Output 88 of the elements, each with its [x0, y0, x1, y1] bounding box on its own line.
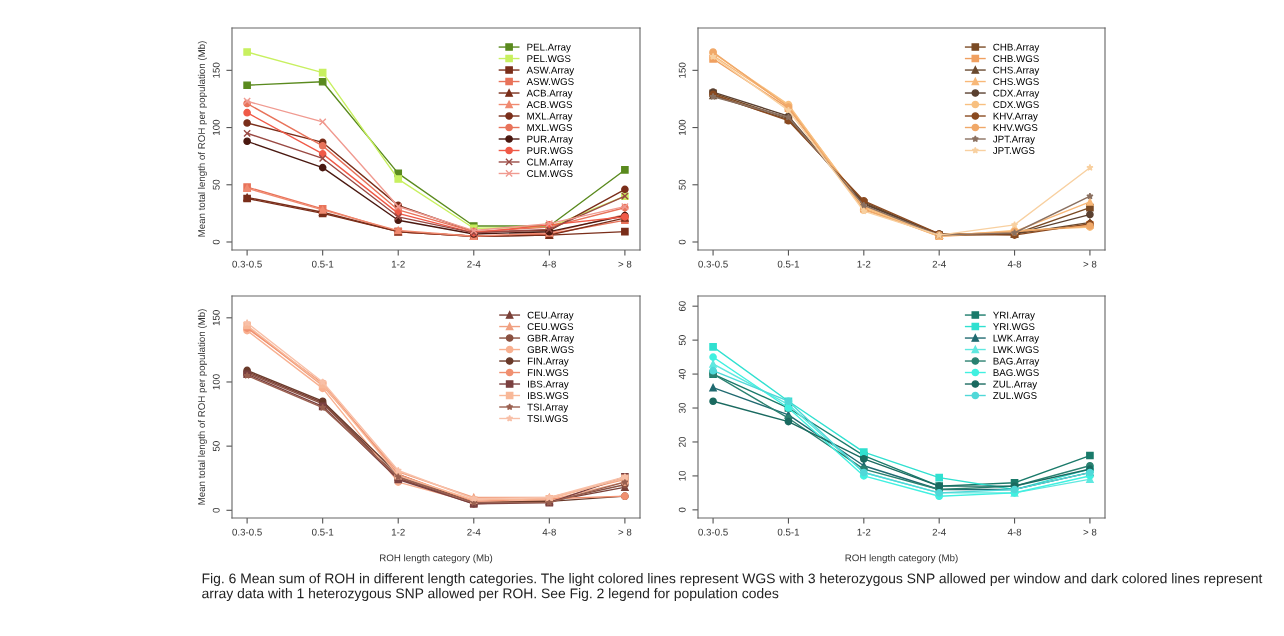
y-tick-label: 0 — [212, 239, 220, 245]
legend-label: PEL.WGS — [527, 55, 571, 63]
x-tick-label: 0.3-0.5 — [232, 528, 262, 536]
legend-label: YRI.Array — [993, 311, 1035, 321]
legend-label: TSI.WGS — [527, 415, 568, 422]
legend-label: PUR.Array — [527, 135, 574, 145]
legend-label: JPT.Array — [992, 135, 1035, 145]
x-tick-label: 0.3-0.5 — [232, 260, 262, 268]
legend-label: MXL.Array — [527, 112, 573, 122]
y-axis-title: Mean total length of ROH per population (Mb) — [197, 309, 207, 505]
x-tick-label: 2-4 — [932, 528, 946, 536]
legend-label: TSI.Array — [527, 403, 569, 413]
y-tick-label: 20 — [678, 436, 686, 447]
legend-label: CLM.WGS — [527, 170, 573, 177]
y-tick-label: 0 — [678, 507, 686, 513]
x-tick-label: 0.5-1 — [777, 528, 800, 536]
x-tick-label: 1-2 — [857, 528, 871, 536]
legend-label: PUR.WGS — [527, 147, 573, 154]
legend-label: BAG.Array — [993, 357, 1040, 367]
legend-label: GBR.Array — [527, 334, 575, 344]
y-tick-label: 60 — [678, 301, 686, 312]
x-tick-label: 0.3-0.5 — [698, 528, 728, 536]
legend-label: CHB.Array — [993, 43, 1040, 53]
legend-label: ACB.Array — [526, 89, 573, 99]
legend-label: IBS.Array — [528, 380, 569, 390]
y-tick-label: 50 — [678, 335, 686, 346]
y-tick-label: 10 — [678, 470, 686, 481]
y-tick-label: 50 — [678, 179, 686, 190]
legend-label: MXL.WGS — [527, 124, 573, 132]
x-tick-label: 4-8 — [542, 260, 556, 268]
x-tick-label: 2-4 — [467, 260, 481, 268]
legend-label: CDX.Array — [993, 89, 1040, 99]
legend-label: ZUL.WGS — [993, 392, 1037, 400]
legend-label: ASW.Array — [526, 66, 575, 76]
legend-label: LWK.Array — [993, 334, 1040, 344]
y-tick-label: 100 — [212, 374, 220, 390]
y-tick-label: 150 — [678, 62, 686, 78]
y-tick-label: 0 — [678, 239, 686, 245]
x-axis-title: ROH length category (Mb) — [380, 554, 493, 564]
legend-label: BAG.WGS — [993, 369, 1039, 377]
x-tick-label: 1-2 — [857, 260, 871, 268]
legend-label: KHV.Array — [993, 112, 1038, 122]
y-tick-label: 150 — [212, 310, 220, 326]
x-tick-label: 4-8 — [1007, 528, 1022, 536]
x-tick-label: > 8 — [1083, 528, 1097, 536]
legend-label: JPT.WGS — [992, 147, 1035, 154]
caption: Fig. 6 Mean sum of ROH in different length categories. The light colored lines represent WGS with 3 heterozygous SNP allowed per window and dark colored lines represent array data with 1 heterozygous SNP allowed per ROH. See Fig. 2 legend for population codes — [202, 573, 1263, 602]
x-tick-label: 2-4 — [932, 260, 946, 268]
x-tick-label: 2-4 — [467, 528, 481, 536]
legend-label: KHV.WGS — [993, 124, 1038, 132]
legend-label: LWK.WGS — [993, 346, 1039, 354]
x-tick-label: 1-2 — [391, 528, 405, 536]
x-tick-label: 1-2 — [391, 260, 405, 268]
x-tick-label: 0.5-1 — [777, 260, 800, 268]
legend-label: IBS.WGS — [528, 392, 569, 400]
x-tick-label: 0.5-1 — [311, 260, 334, 268]
x-tick-label: 0.3-0.5 — [698, 260, 728, 268]
x-tick-label: 0.5-1 — [311, 528, 334, 536]
legend-label: PEL.Array — [527, 43, 571, 53]
legend-label: ASW.WGS — [526, 78, 574, 86]
legend-label: CHS.WGS — [993, 78, 1039, 86]
y-tick-label: 50 — [212, 441, 220, 452]
x-tick-label: > 8 — [618, 260, 632, 268]
y-tick-label: 150 — [212, 62, 220, 78]
legend-label: FIN.WGS — [527, 369, 569, 377]
y-tick-label: 40 — [678, 369, 686, 380]
legend-label: CLM.Array — [527, 158, 574, 168]
legend-label: ZUL.Array — [993, 380, 1038, 390]
legend-label: CHS.Array — [993, 66, 1040, 76]
y-tick-label: 100 — [212, 119, 220, 135]
legend-label: CEU.WGS — [527, 323, 574, 331]
y-tick-label: 30 — [678, 402, 686, 414]
y-tick-label: 100 — [678, 119, 686, 135]
legend-label: FIN.Array — [527, 357, 569, 367]
legend-label: CHB.WGS — [993, 55, 1039, 63]
x-tick-label: 4-8 — [1007, 260, 1022, 268]
y-axis-title: Mean total length of ROH per population (Mb) — [197, 41, 207, 237]
x-tick-label: > 8 — [1083, 260, 1097, 268]
legend-label: GBR.WGS — [527, 346, 574, 354]
legend-label: YRI.WGS — [993, 323, 1035, 331]
legend-label: CEU.Array — [527, 311, 574, 321]
x-tick-label: > 8 — [618, 528, 632, 536]
y-tick-label: 0 — [212, 507, 220, 513]
y-tick-label: 50 — [212, 179, 220, 190]
legend-label: CDX.WGS — [993, 101, 1039, 109]
x-tick-label: 4-8 — [542, 528, 556, 536]
legend-label: ACB.WGS — [526, 101, 573, 109]
x-axis-title: ROH length category (Mb) — [845, 554, 958, 564]
